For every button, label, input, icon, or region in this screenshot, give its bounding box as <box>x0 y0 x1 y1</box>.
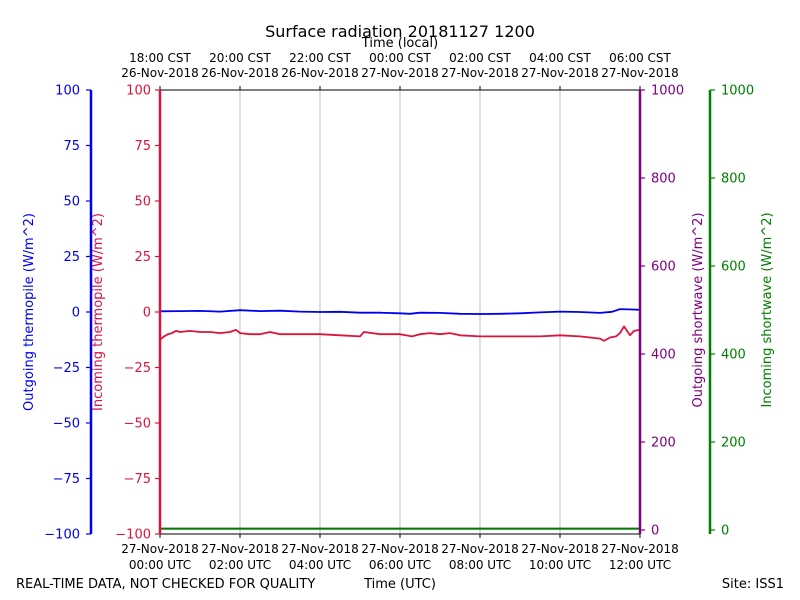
x-tick-label-local-date: 27-Nov-2018 <box>441 66 519 80</box>
incoming-shortwave-tick-label: 200 <box>721 436 746 451</box>
outgoing-thermopile-tick-label: −50 <box>53 417 80 432</box>
x-tick-label-local-date: 26-Nov-2018 <box>201 66 279 80</box>
x-tick-label-utc-date: 27-Nov-2018 <box>601 542 679 556</box>
incoming-shortwave-tick-label: 600 <box>721 260 746 275</box>
x-tick-label-utc-time: 04:00 UTC <box>289 558 351 572</box>
outgoing-shortwave-tick-label: 1000 <box>651 84 684 99</box>
incoming-thermopile-tick-label: −75 <box>124 472 151 487</box>
outgoing-thermopile-tick-label: 50 <box>63 195 80 210</box>
x-tick-label-local-time: 06:00 CST <box>609 51 671 65</box>
x-tick-label-utc-date: 27-Nov-2018 <box>441 542 519 556</box>
incoming-thermopile-tick-label: −50 <box>124 417 151 432</box>
incoming-thermopile-tick-label: −25 <box>124 361 151 376</box>
x-tick-label-utc-time: 12:00 UTC <box>609 558 671 572</box>
x-tick-label-local-date: 26-Nov-2018 <box>281 66 359 80</box>
x-tick-label-local-date: 26-Nov-2018 <box>121 66 199 80</box>
outgoing-shortwave-tick-label: 400 <box>651 348 676 363</box>
x-tick-label-utc-date: 27-Nov-2018 <box>361 542 439 556</box>
series-line-outgoing-thermopile <box>159 308 641 315</box>
incoming-thermopile-tick-label: 75 <box>134 139 151 154</box>
incoming-thermopile-tick-label: 50 <box>134 195 151 210</box>
x-tick-label-local-time: 18:00 CST <box>129 51 191 65</box>
incoming-shortwave-axis-label: Incoming shortwave (W/m^2) <box>760 212 775 407</box>
x-tick-label-local-time: 04:00 CST <box>529 51 591 65</box>
incoming-thermopile-tick-label: −100 <box>115 528 151 543</box>
outgoing-shortwave-axis-label: Outgoing shortwave (W/m^2) <box>691 212 706 407</box>
x-tick-label-utc-time: 06:00 UTC <box>369 558 431 572</box>
outgoing-thermopile-tick-label: 100 <box>55 84 80 99</box>
x-tick-label-local-time: 00:00 CST <box>369 51 431 65</box>
incoming-thermopile-tick-label: 100 <box>126 84 151 99</box>
incoming-shortwave-tick-label: 800 <box>721 172 746 187</box>
x-tick-label-utc-time: 00:00 UTC <box>129 558 191 572</box>
x-tick-label-local-date: 27-Nov-2018 <box>521 66 599 80</box>
x-tick-label-utc-date: 27-Nov-2018 <box>281 542 359 556</box>
x-axis-label: Time (UTC) <box>363 577 436 592</box>
outgoing-thermopile-axis-label: Outgoing thermopile (W/m^2) <box>22 213 37 411</box>
x-tick-label-utc-time: 08:00 UTC <box>449 558 511 572</box>
incoming-thermopile-tick-label: 0 <box>143 306 151 321</box>
outgoing-shortwave-tick-label: 800 <box>651 172 676 187</box>
text-layer: Surface radiation 20181127 1200 Time (lo… <box>16 22 784 592</box>
series-layer <box>159 308 641 530</box>
chart-title: Surface radiation 20181127 1200 <box>265 22 535 41</box>
x-tick-label-utc-time: 10:00 UTC <box>529 558 591 572</box>
x-tick-label-local-date: 27-Nov-2018 <box>601 66 679 80</box>
incoming-thermopile-tick-label: 25 <box>134 250 151 265</box>
x-tick-label-utc-date: 27-Nov-2018 <box>201 542 279 556</box>
x-tick-label-utc-date: 27-Nov-2018 <box>121 542 199 556</box>
outgoing-thermopile-tick-label: 75 <box>63 139 80 154</box>
incoming-shortwave-tick-label: 1000 <box>721 84 754 99</box>
outgoing-shortwave-tick-label: 0 <box>651 524 659 539</box>
x-tick-label-local-time: 22:00 CST <box>289 51 351 65</box>
top-axis-label: Time (local) <box>361 36 438 51</box>
outgoing-shortwave-tick-label: 200 <box>651 436 676 451</box>
incoming-thermopile-axis-label: Incoming thermopile (W/m^2) <box>91 213 106 411</box>
incoming-shortwave-tick-label: 0 <box>721 524 729 539</box>
x-tick-label-local-time: 02:00 CST <box>449 51 511 65</box>
quality-disclaimer: REAL-TIME DATA, NOT CHECKED FOR QUALITY <box>16 577 315 592</box>
site-label: Site: ISS1 <box>722 577 784 592</box>
outgoing-shortwave-tick-label: 600 <box>651 260 676 275</box>
outgoing-thermopile-tick-label: 25 <box>63 250 80 265</box>
x-tick-label-local-date: 27-Nov-2018 <box>361 66 439 80</box>
incoming-shortwave-tick-label: 400 <box>721 348 746 363</box>
outgoing-thermopile-tick-label: −25 <box>53 361 80 376</box>
x-tick-label-utc-time: 02:00 UTC <box>209 558 271 572</box>
x-tick-label-local-time: 20:00 CST <box>209 51 271 65</box>
grid-lines <box>239 90 561 534</box>
outgoing-thermopile-tick-label: −100 <box>44 528 80 543</box>
outgoing-thermopile-tick-label: 0 <box>72 306 80 321</box>
series-line-incoming-thermopile <box>159 325 641 342</box>
axes-layer: 27-Nov-2018 00:00 UTC 27-Nov-2018 02:00 UTC… <box>22 51 775 572</box>
x-tick-label-utc-date: 27-Nov-2018 <box>521 542 599 556</box>
outgoing-thermopile-tick-label: −75 <box>53 472 80 487</box>
